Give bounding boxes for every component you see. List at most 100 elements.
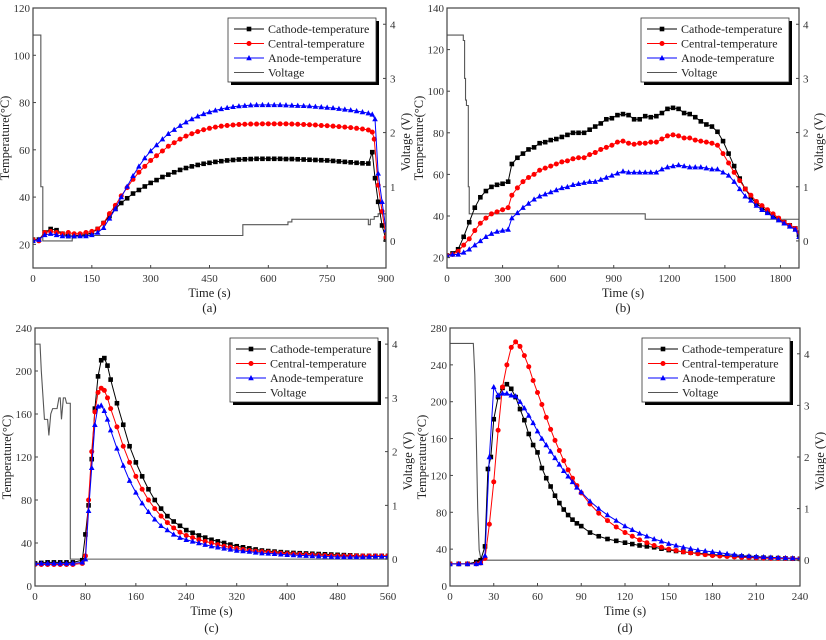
- anode-temperature-point: [720, 169, 726, 175]
- anode-temperature-point: [466, 246, 473, 252]
- x-tick-label: 0: [444, 273, 450, 285]
- anode-temperature-point: [725, 172, 732, 178]
- cathode-temperature-point: [565, 512, 571, 518]
- anode-temperature-point: [620, 168, 626, 174]
- anode-temperature-point: [742, 193, 749, 199]
- central-temperature-point: [629, 533, 635, 539]
- anode-temperature-point: [151, 516, 158, 522]
- cathode-temperature-point: [554, 136, 559, 142]
- legend-label: Anode-temperature: [682, 371, 775, 385]
- cathode-temperature-point: [592, 124, 598, 129]
- anode-temperature-point: [98, 402, 104, 408]
- central-temperature-point: [466, 236, 472, 242]
- central-temperature-point: [89, 228, 95, 234]
- y-tick-label: 140: [428, 3, 445, 15]
- anode-temperature-point: [347, 553, 353, 560]
- cathode-temperature-point: [336, 159, 342, 164]
- central-temperature-point: [666, 546, 672, 552]
- anode-temperature-point: [164, 527, 171, 533]
- anode-temperature-point: [508, 392, 515, 398]
- panel-d: 0 30 60 90 120 150 180 210 240040801201602002402…: [415, 323, 826, 635]
- panel-c: 0 80 160 240 320 400 480 560 0 40 80 120 160 200 240 0 1…: [0, 323, 415, 635]
- central-temperature-point: [158, 513, 164, 519]
- cathode-temperature-point: [670, 105, 676, 111]
- central-temperature-point: [695, 551, 701, 557]
- central-temperature-point: [486, 521, 492, 527]
- legend-label: Cathode-temperature: [270, 342, 371, 356]
- cathode-temperature-point: [201, 161, 206, 167]
- cathode-temperature-point: [681, 110, 687, 116]
- anode-temperature-point: [714, 166, 721, 172]
- anode-temperature-point: [574, 484, 580, 490]
- central-temperature-point: [265, 121, 271, 127]
- cathode-temperature-point: [330, 158, 336, 164]
- x-axis-title: Time (s): [190, 604, 232, 618]
- central-temperature-point: [289, 121, 295, 127]
- anode-temperature-point: [531, 196, 537, 202]
- central-temperature-point: [659, 136, 665, 142]
- y-tick-label: 40: [19, 192, 31, 204]
- panel-caption: (b): [615, 300, 630, 315]
- x-tick-label: 600: [550, 273, 567, 285]
- central-temperature-point: [565, 467, 571, 473]
- legend-entry-anode-temperature: Anode-temperature: [234, 51, 361, 65]
- legend-label: Voltage: [682, 386, 718, 400]
- y-tick-label: 240: [431, 360, 448, 372]
- anode-temperature-point: [70, 560, 76, 566]
- central-temperature-point: [543, 414, 549, 420]
- legend-entry-cathode-temperature: Cathode-temperature: [647, 22, 782, 36]
- legend-entry-voltage: Voltage: [648, 386, 718, 400]
- x-tick-label: 450: [201, 273, 218, 285]
- x-tick-label: 150: [84, 273, 101, 285]
- central-temperature-point: [552, 437, 558, 443]
- legend-entry-voltage: Voltage: [236, 386, 306, 400]
- anode-temperature-point: [525, 200, 532, 206]
- plot-area: [447, 34, 799, 259]
- anode-temperature-point: [259, 101, 266, 108]
- central-temperature-point: [108, 406, 114, 412]
- y2-tick-label: 3: [392, 393, 398, 405]
- central-temperature-point: [570, 156, 576, 162]
- anode-temperature-point: [89, 231, 95, 238]
- cathode-temperature-point: [489, 184, 494, 190]
- central-temperature-point: [505, 205, 511, 211]
- central-temperature-point: [559, 159, 565, 165]
- y2-tick-label: 2: [392, 447, 398, 459]
- cathode-temperature-point: [190, 530, 195, 536]
- central-temperature-point: [508, 344, 514, 350]
- y-tick-label: 80: [19, 98, 31, 110]
- central-temperature-point: [348, 125, 354, 131]
- anode-temperature-point: [341, 553, 347, 560]
- cathode-temperature-point: [598, 121, 604, 126]
- y-axis-title: Temperature(°C): [0, 96, 12, 181]
- panel-a: 0 150 300 450 600 750 900 20 40 60 80 100 120 0 1 2 3 4 Ti…: [0, 3, 413, 315]
- cathode-temperature-point: [142, 184, 148, 189]
- x-tick-label: 160: [128, 591, 145, 603]
- anode-temperature-point: [486, 454, 493, 460]
- central-temperature-point: [517, 343, 523, 349]
- cathode-temperature-point: [637, 543, 642, 548]
- cathode-temperature-point: [517, 406, 523, 412]
- cathode-temperature-point: [613, 538, 619, 544]
- central-temperature-point: [673, 548, 679, 554]
- cathode-temperature-point: [687, 111, 692, 117]
- plot-area: [450, 339, 800, 567]
- x-tick-label: 80: [80, 591, 92, 603]
- cathode-temperature-point: [369, 149, 375, 155]
- voltage-line: [447, 34, 799, 220]
- anode-temperature-point: [88, 464, 95, 470]
- y-tick-label: 80: [433, 128, 445, 140]
- x-tick-label: 750: [319, 273, 336, 285]
- anode-temperature-point: [44, 560, 51, 566]
- cathode-temperature-point: [209, 537, 214, 543]
- y2-tick-label: 1: [390, 182, 396, 194]
- anode-temperature-point: [218, 105, 225, 112]
- anode-temperature-point: [512, 393, 519, 399]
- cathode-temperature-point: [379, 223, 385, 228]
- cathode-temperature-point: [709, 124, 715, 129]
- cathode-temperature-point: [539, 465, 545, 471]
- central-temperature-point: [145, 497, 151, 503]
- anode-temperature-point: [347, 107, 354, 113]
- legend-marker: [246, 26, 252, 32]
- anode-temperature-point: [177, 534, 183, 540]
